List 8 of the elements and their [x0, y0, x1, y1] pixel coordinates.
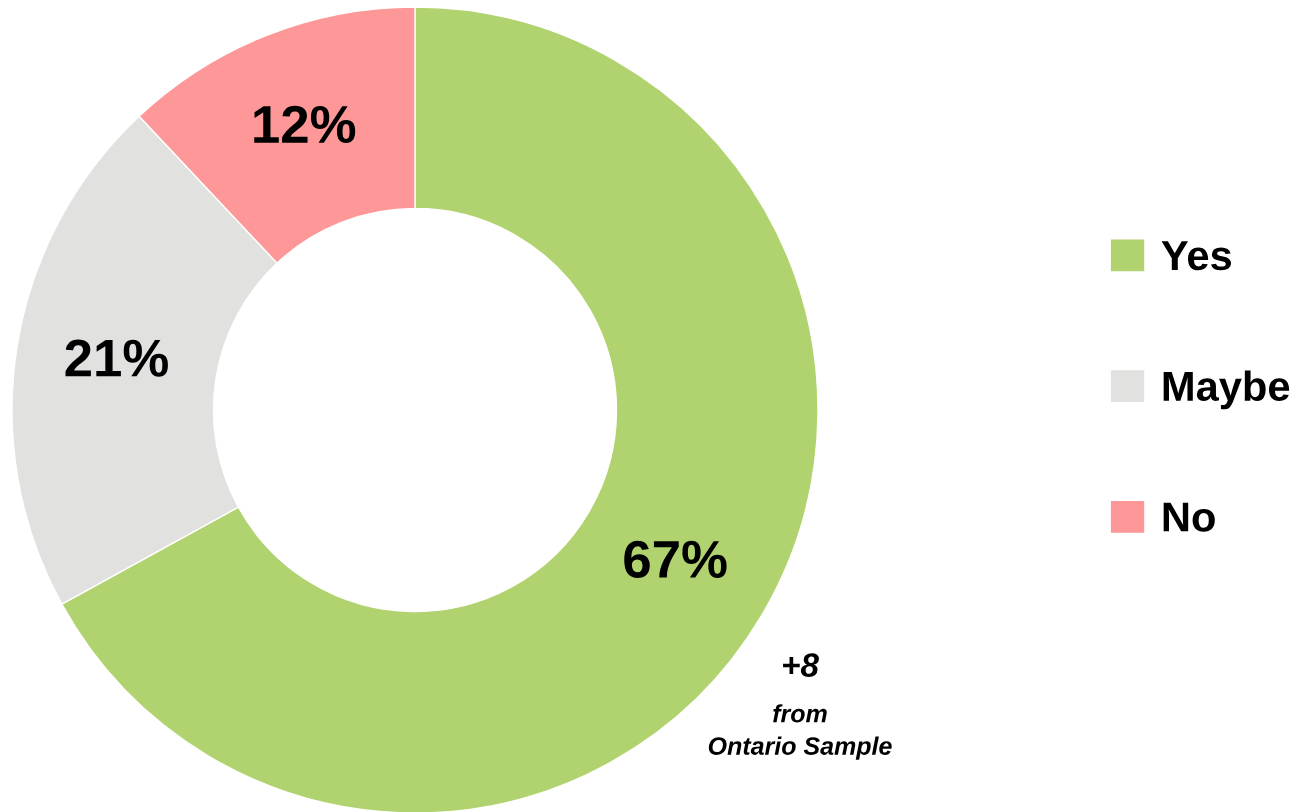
text: from Ontario Sample [708, 704, 892, 760]
legend-label: Yes [1161, 241, 1232, 271]
legend-label: Maybe [1163, 370, 1290, 410]
text: +8 [783, 653, 819, 677]
legend-label: No [1163, 502, 1215, 532]
data-label: 67% [624, 540, 727, 579]
data-label: 12% [254, 105, 356, 144]
data-label: 21% [65, 339, 168, 377]
